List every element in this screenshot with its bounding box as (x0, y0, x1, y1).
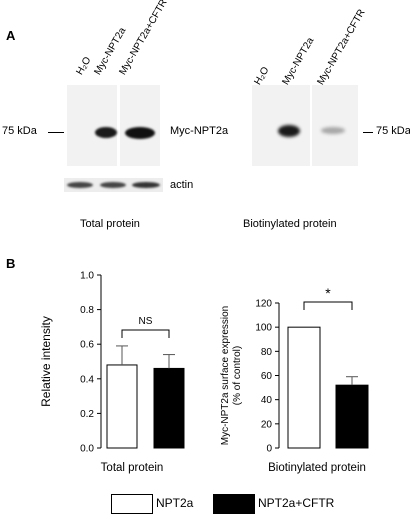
legend-label-npt2a-cftr: NPT2a+CFTR (258, 496, 335, 510)
y-tick-label: 0 (266, 444, 272, 455)
y-axis-label-line1: Myc-NPT2a surface expression (220, 306, 231, 446)
total-blot-right (120, 85, 160, 166)
band-biotin-myc-npt2a-cftr (321, 127, 345, 134)
significance-label: NS (139, 316, 153, 327)
actin-band-2 (100, 182, 126, 188)
panel-a-label: A (6, 28, 16, 43)
actin-band-3 (132, 182, 160, 188)
y-tick-label: 0.6 (80, 340, 94, 351)
marker-line-biotin (363, 132, 373, 133)
panel-b-label: B (6, 256, 16, 271)
y-tick-label: 0.2 (80, 409, 94, 420)
marker-line-total (48, 132, 64, 133)
caption-biotinylated-protein: Biotinylated protein (243, 218, 337, 230)
y-tick-label: 0.8 (80, 305, 94, 316)
y-tick-label: 40 (261, 395, 273, 406)
y-tick-label: 100 (255, 323, 272, 334)
bar-npt2a-cftr (153, 367, 185, 449)
bar-npt2a-cftr (335, 384, 369, 449)
y-tick-label: 0.0 (80, 444, 94, 455)
y-tick-label: 120 (255, 299, 272, 310)
y-axis-label-line2: (% of control) (232, 346, 243, 405)
actin-blot (64, 178, 163, 192)
significance-bracket (121, 329, 170, 338)
caption-total-protein: Total protein (80, 218, 140, 230)
total-blot-left (67, 85, 117, 166)
y-tick-label: 0.4 (80, 374, 94, 385)
legend-label-npt2a: NPT2a (156, 496, 194, 510)
y-tick-label: 80 (261, 347, 273, 358)
legend-swatch-npt2a-cftr (213, 494, 255, 514)
y-axis-label: Relative intensity (39, 316, 53, 407)
biotin-blot-left (252, 85, 310, 166)
y-tick-label: 20 (261, 419, 273, 430)
band-biotin-myc-npt2a (278, 125, 300, 137)
chart-total-protein: 0.0 0.2 0.4 0.6 0.8 1.0 NS Total protein Relativ… (39, 271, 185, 474)
actin-band-1 (67, 182, 93, 188)
chart-biotinylated-protein: 0 20 40 60 80 100 120 * Biotinylated protein Myc-… (220, 285, 369, 474)
x-axis-label: Biotinylated protein (268, 462, 366, 474)
significance-bracket (303, 301, 353, 310)
legend-swatch-npt2a (111, 494, 153, 514)
y-tick-label: 60 (261, 371, 273, 382)
x-axis-label: Total protein (101, 462, 164, 474)
y-tick-label: 1.0 (80, 271, 94, 282)
marker-biotin: 75 kDa (376, 125, 410, 137)
band-myc-npt2a-cftr (125, 127, 155, 139)
bar-npt2a (287, 326, 321, 449)
biotin-blot-right (312, 85, 358, 166)
band-myc-npt2a (95, 127, 117, 138)
marker-total: 75 kDa (2, 125, 37, 137)
actin-label: actin (170, 179, 194, 191)
band-label-myc-npt2a: Myc-NPT2a (170, 125, 229, 137)
significance-label: * (325, 285, 331, 301)
bar-npt2a (106, 364, 138, 449)
